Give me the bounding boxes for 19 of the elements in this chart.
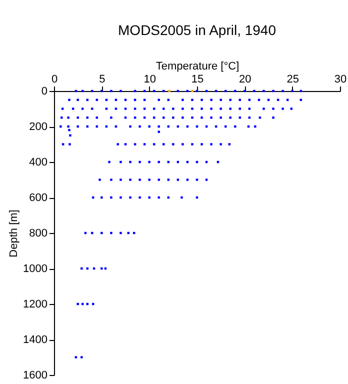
y-tick-label: 800 [29, 228, 48, 240]
y-tick-label: 200 [29, 121, 48, 133]
y-tick-label: 1000 [23, 263, 48, 275]
x-tick-label: 0 [51, 74, 58, 86]
chart-title: MODS2005 in April, 1940 [118, 22, 276, 38]
x-tick-label: 20 [239, 74, 252, 86]
x-tick-label: 5 [99, 74, 106, 86]
y-tick-label: 400 [29, 156, 48, 168]
x-tick-label: 10 [144, 74, 156, 86]
y-tick-label: 1200 [23, 298, 48, 310]
y-tick-label: 1400 [23, 334, 48, 346]
y-axis-title: Depth [m] [8, 210, 20, 258]
x-axis-title: Temperature [°C] [156, 60, 240, 72]
y-tick-label: 0 [41, 86, 48, 98]
y-tick-label: 1600 [23, 370, 48, 382]
x-tick-label: 30 [334, 74, 347, 86]
x-tick-label: 15 [191, 74, 204, 86]
y-tick-label: 600 [29, 192, 48, 204]
x-tick-label: 25 [286, 74, 299, 86]
